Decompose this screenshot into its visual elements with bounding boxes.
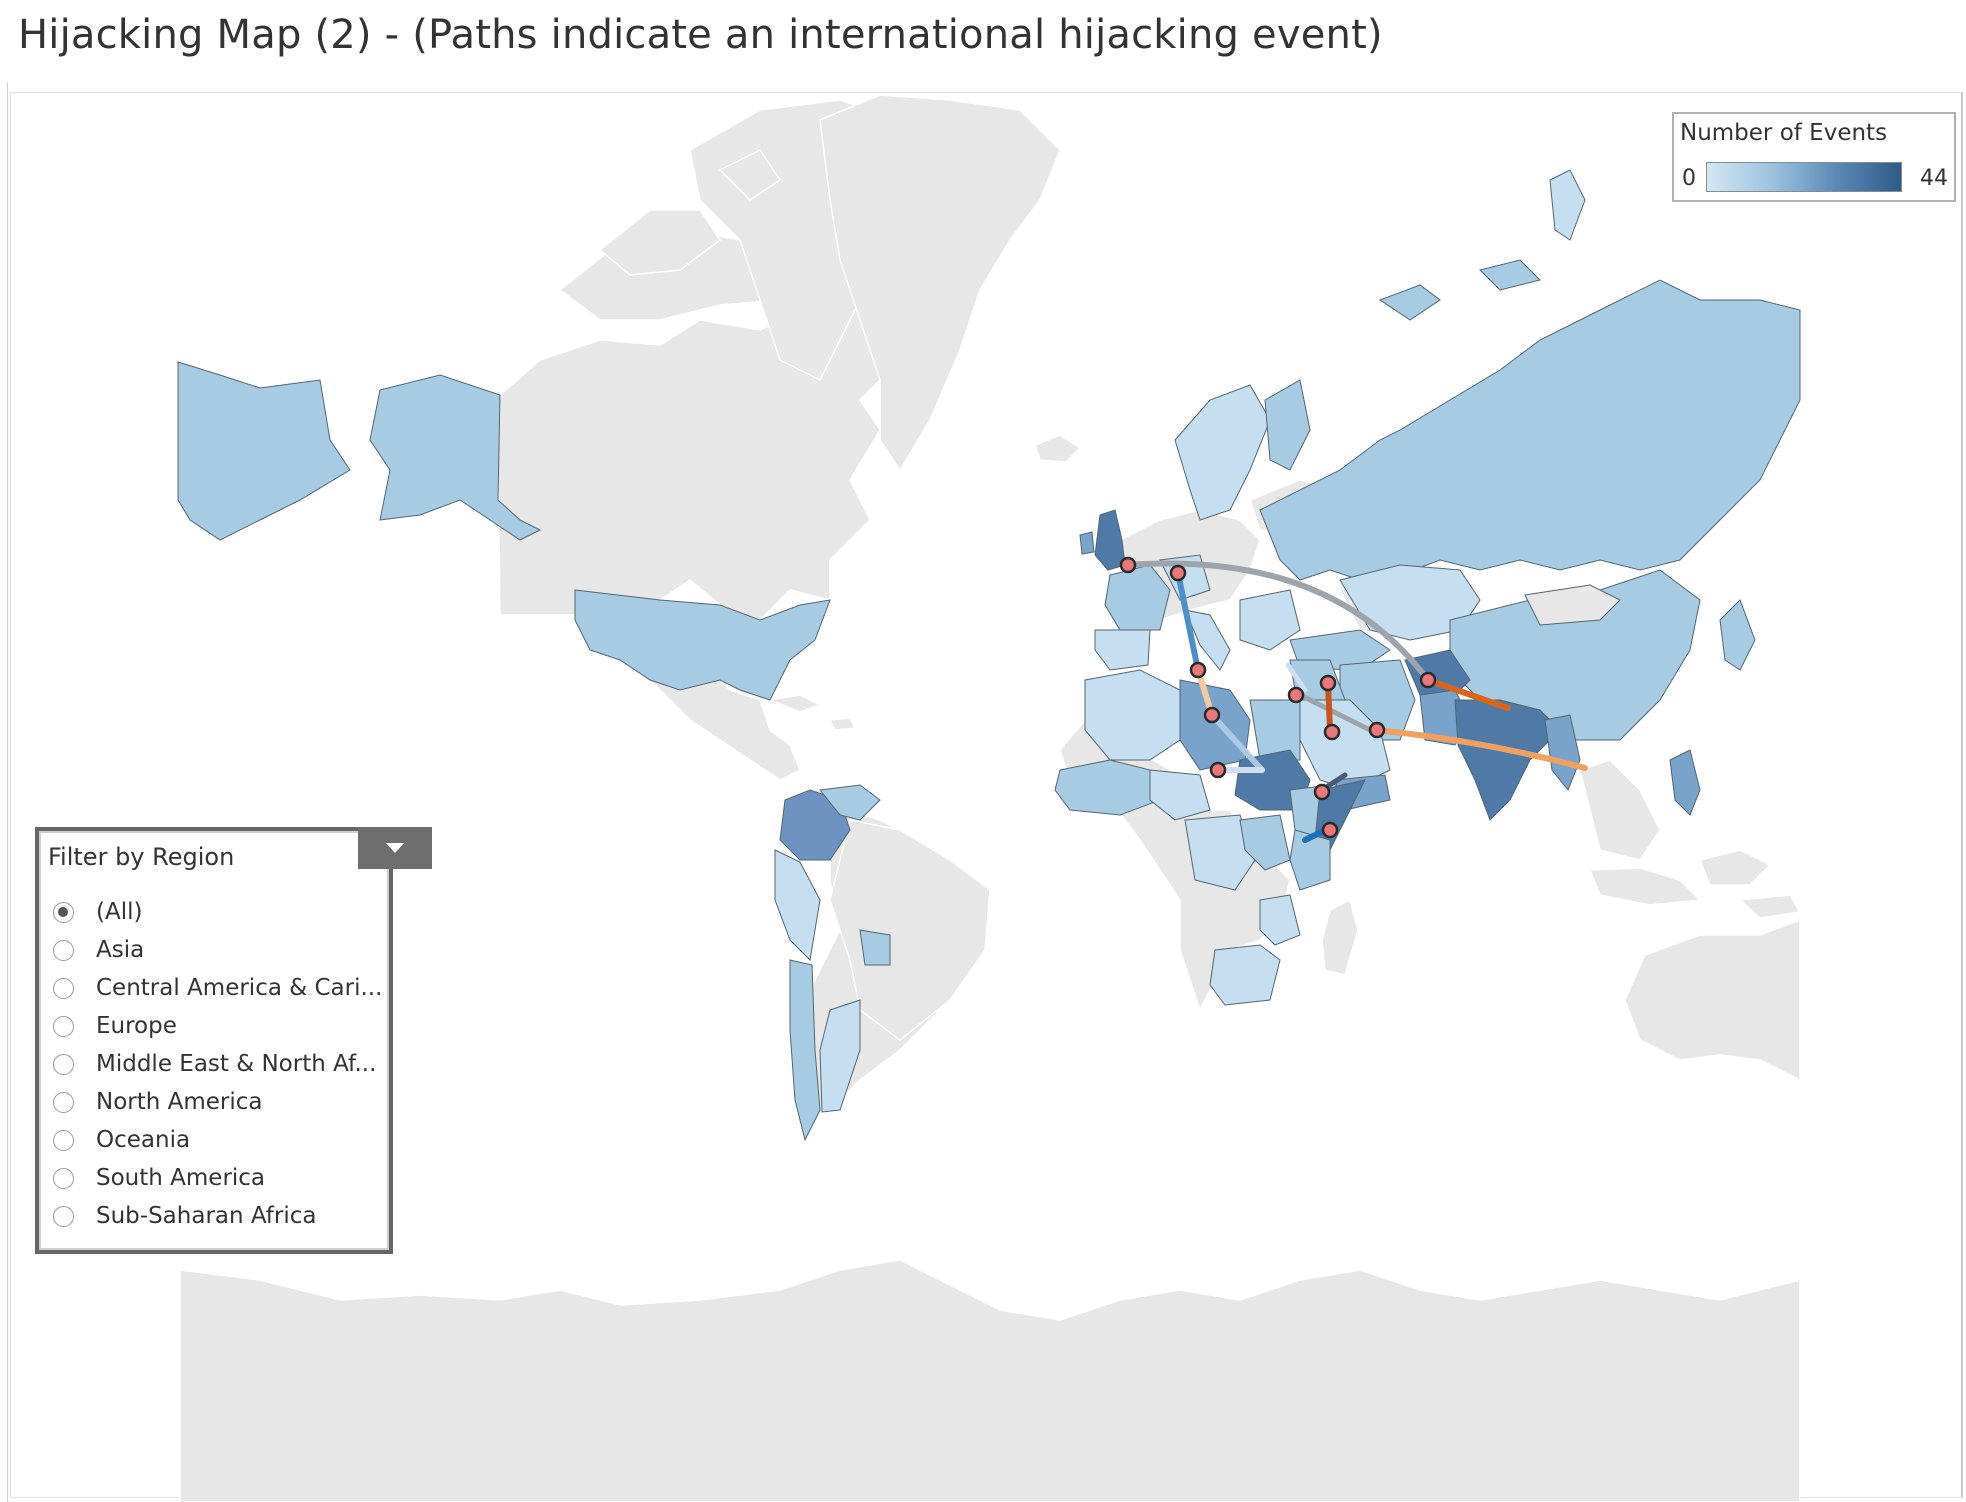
filter-option-label: Oceania (96, 1127, 191, 1153)
radio-icon[interactable] (53, 977, 74, 999)
event-dot (1419, 671, 1437, 689)
region-filter-panel: Filter by Region (All) Asia Central Amer… (35, 827, 393, 1254)
dropdown-arrow-icon (386, 843, 404, 853)
event-dot (1287, 686, 1305, 704)
path-mideast-gulf (1297, 692, 1373, 733)
event-dot (1119, 556, 1137, 574)
path-levant (1285, 662, 1308, 693)
event-dot (1169, 564, 1187, 582)
legend-max-value: 44 (1920, 166, 1948, 191)
path-europe-libya (1175, 570, 1201, 673)
filter-option-europe[interactable]: Europe (53, 1007, 383, 1045)
radio-icon[interactable] (53, 1167, 74, 1189)
filter-option-label: Middle East & North Af... (96, 1051, 377, 1077)
event-dot (1203, 706, 1221, 724)
filter-option-label: Europe (96, 1013, 177, 1039)
event-dot (1189, 661, 1207, 679)
filter-option-north-america[interactable]: North America (53, 1083, 383, 1121)
legend-min-value: 0 (1682, 166, 1696, 191)
filter-option-central-america[interactable]: Central America & Cari... (53, 969, 383, 1007)
filter-option-label: Asia (96, 937, 145, 963)
filter-menu-button[interactable] (358, 827, 432, 869)
radio-icon[interactable] (53, 1129, 74, 1151)
filter-option-middle-east[interactable]: Middle East & North Af... (53, 1045, 383, 1083)
filter-option-label: North America (96, 1089, 263, 1115)
path-uk-afghanistan (1125, 560, 1431, 683)
filter-option-all[interactable]: (All) (53, 893, 383, 931)
path-afghanistan-india (1425, 677, 1511, 711)
radio-selected-icon[interactable] (53, 901, 74, 923)
no-data-land (179, 94, 1802, 1502)
path-libya-sudan (1209, 712, 1265, 773)
page-title: Hijacking Map (2) - (Paths indicate an i… (18, 12, 1383, 58)
event-dot (1321, 821, 1339, 839)
radio-icon[interactable] (53, 1053, 74, 1075)
radio-icon[interactable] (53, 1015, 74, 1037)
path-gulf-thailand (1372, 727, 1588, 771)
data-countries (177, 169, 1801, 1142)
color-legend: Number of Events 0 44 (1672, 112, 1956, 202)
radio-icon[interactable] (53, 1091, 74, 1113)
filter-title: Filter by Region (48, 843, 235, 871)
event-dot (1323, 723, 1341, 741)
filter-option-label: Sub-Saharan Africa (96, 1203, 317, 1229)
legend-title: Number of Events (1680, 120, 1888, 146)
legend-color-ramp (1706, 162, 1902, 192)
left-border-rule (7, 82, 8, 1502)
event-dot (1319, 674, 1337, 692)
filter-option-south-america[interactable]: South America (53, 1159, 383, 1197)
filter-option-sub-saharan-africa[interactable]: Sub-Saharan Africa (53, 1197, 383, 1235)
filter-options: (All) Asia Central America & Cari... Eur… (53, 893, 383, 1235)
filter-option-asia[interactable]: Asia (53, 931, 383, 969)
filter-option-label: South America (96, 1165, 266, 1191)
radio-icon[interactable] (53, 1205, 74, 1227)
radio-icon[interactable] (53, 939, 74, 961)
event-dots (1119, 556, 1437, 839)
filter-option-label: (All) (96, 899, 143, 925)
filter-option-oceania[interactable]: Oceania (53, 1121, 383, 1159)
event-dot (1368, 721, 1386, 739)
filter-option-label: Central America & Cari... (96, 975, 383, 1001)
event-dot (1313, 783, 1331, 801)
event-dot (1209, 761, 1227, 779)
